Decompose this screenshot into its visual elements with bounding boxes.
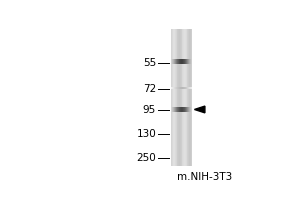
Text: 250: 250 (136, 153, 156, 163)
Bar (177, 29, 178, 166)
Polygon shape (194, 106, 205, 113)
Bar (176, 29, 177, 166)
Text: 130: 130 (136, 129, 156, 139)
Bar (171, 29, 172, 166)
Bar (179, 29, 180, 166)
Text: m.NIH-3T3: m.NIH-3T3 (177, 172, 232, 182)
Bar (175, 29, 176, 166)
Bar (178, 29, 179, 166)
Bar (191, 29, 192, 166)
Text: 55: 55 (143, 58, 156, 68)
Bar (186, 29, 187, 166)
Bar (184, 29, 185, 166)
Text: 72: 72 (143, 84, 156, 94)
Bar (182, 29, 183, 166)
Bar (190, 29, 191, 166)
Bar (174, 29, 175, 166)
Bar (180, 29, 181, 166)
Bar (185, 29, 186, 166)
Bar (181, 29, 182, 166)
Text: 95: 95 (143, 105, 156, 115)
Bar (183, 29, 184, 166)
Bar (172, 29, 173, 166)
Bar (173, 29, 174, 166)
Bar (189, 29, 190, 166)
Bar (187, 29, 188, 166)
Bar (188, 29, 189, 166)
